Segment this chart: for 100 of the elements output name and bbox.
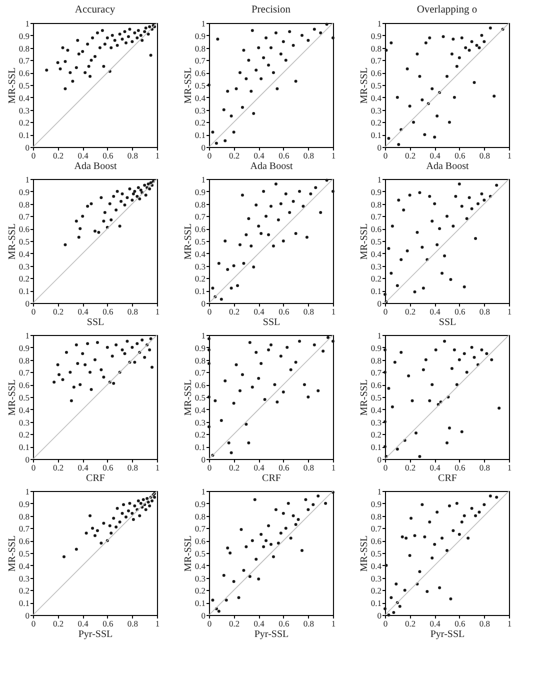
y-tick-label: 0.2 (370, 274, 382, 284)
x-tick-label: 0.8 (479, 462, 490, 472)
y-tick-label: 0.1 (194, 442, 206, 452)
x-tick-label: 0.6 (278, 618, 290, 628)
y-tick-label: 0.2 (194, 118, 206, 128)
y-tick-label: 0.7 (194, 368, 206, 378)
x-tick-label: 0.2 (404, 618, 416, 628)
y-tick-label: 0.7 (194, 524, 206, 534)
y-tick-label: 0.9 (18, 30, 30, 41)
y-tick-label: 0.1 (194, 598, 206, 608)
y-tick-label: 0.3 (194, 573, 206, 584)
y-tick-label: 0.2 (18, 586, 30, 596)
y-tick-label: 0.3 (370, 261, 382, 272)
x-tick-label: 0.6 (454, 462, 466, 472)
y-tick-label: 0.6 (370, 380, 382, 390)
x-tick-label: 1 (155, 618, 160, 628)
y-tick-label: 0.9 (194, 30, 206, 41)
x-tick-label: 1 (331, 618, 336, 628)
x-axis-title: Pyr-SSL (430, 629, 465, 640)
x-tick-label: 1 (507, 150, 512, 160)
x-tick-label: 1 (507, 306, 512, 316)
x-tick-label: 0.8 (127, 618, 138, 628)
y-tick-label: 0.5 (18, 392, 30, 402)
y-tick-label: 1 (377, 18, 382, 28)
x-tick-label: 0.8 (479, 618, 490, 628)
y-axis-title: MR-SSL (358, 67, 370, 104)
x-tick-label: 0.2 (52, 618, 64, 628)
y-tick-label: 0.6 (194, 68, 206, 78)
y-axis-title: MR-SSL (6, 535, 18, 572)
x-tick-label: 0.6 (102, 150, 114, 160)
x-tick-label: 1 (331, 306, 336, 316)
y-axis-title: MR-SSL (182, 379, 194, 416)
x-tick-label: 0.6 (278, 306, 290, 316)
y-tick-label: 0.1 (194, 286, 206, 296)
y-tick-label: 0.7 (18, 212, 30, 222)
y-tick-label: 0.4 (370, 404, 382, 415)
x-tick-label: 0.2 (52, 150, 64, 160)
y-tick-label: 0.6 (370, 224, 382, 234)
y-tick-label: 0.2 (370, 118, 382, 128)
y-tick-label: 0 (201, 610, 206, 620)
y-tick-label: 0.5 (18, 236, 30, 246)
chart-title: Overlapping o (416, 4, 478, 16)
y-tick-label: 0.5 (370, 392, 382, 402)
y-tick-label: 0 (25, 454, 30, 464)
y-tick-label: 0.1 (18, 286, 30, 296)
y-tick-label: 0.8 (370, 199, 382, 210)
y-tick-label: 1 (25, 18, 30, 28)
x-tick-label: 0.6 (454, 618, 466, 628)
y-tick-label: 0.2 (370, 586, 382, 596)
y-tick-label: 0.4 (370, 92, 382, 103)
x-tick-label: 0.6 (454, 150, 466, 160)
x-tick-label: 0.4 (254, 150, 266, 160)
y-tick-label: 0.6 (18, 224, 30, 234)
x-tick-label: 0.2 (228, 462, 240, 472)
y-tick-label: 0.7 (370, 56, 382, 66)
y-tick-label: 0.8 (18, 355, 30, 366)
y-tick-label: 0.6 (18, 380, 30, 390)
y-tick-label: 0.9 (194, 342, 206, 353)
x-tick-label: 0.2 (404, 462, 416, 472)
y-tick-label: 0.4 (370, 248, 382, 259)
y-tick-label: 0.6 (18, 68, 30, 78)
y-tick-label: 0.2 (18, 118, 30, 128)
y-tick-label: 0.1 (370, 598, 382, 608)
y-tick-label: 0.3 (18, 417, 30, 428)
y-tick-label: 0.1 (370, 442, 382, 452)
y-tick-label: 0.2 (194, 430, 206, 440)
y-tick-label: 1 (201, 18, 206, 28)
y-tick-label: 0.7 (370, 212, 382, 222)
y-tick-label: 0.2 (194, 274, 206, 284)
y-tick-label: 0.7 (18, 524, 30, 534)
y-tick-label: 0.9 (370, 186, 382, 197)
x-tick-label: 0.4 (430, 462, 442, 472)
y-tick-label: 0.9 (370, 30, 382, 41)
y-tick-label: 0 (201, 454, 206, 464)
x-tick-label: 0.4 (78, 150, 90, 160)
x-tick-label: 0.8 (127, 462, 138, 472)
y-tick-label: 0.2 (18, 430, 30, 440)
y-tick-label: 0.3 (370, 105, 382, 116)
y-tick-label: 0.7 (18, 56, 30, 66)
x-tick-label: 0.8 (479, 150, 490, 160)
x-tick-label: 0.4 (78, 618, 90, 628)
x-tick-label: 0.2 (52, 306, 64, 316)
y-tick-label: 0.9 (194, 498, 206, 509)
y-tick-label: 0.3 (18, 573, 30, 584)
y-tick-label: 0.6 (194, 536, 206, 546)
y-tick-label: 0.2 (194, 586, 206, 596)
x-tick-label: 0.4 (78, 462, 90, 472)
y-tick-label: 0.5 (18, 548, 30, 558)
x-axis-title: CRF (262, 473, 282, 484)
y-tick-label: 0.7 (194, 212, 206, 222)
x-tick-label: 0.6 (278, 150, 290, 160)
x-axis-title: CRF (438, 473, 458, 484)
x-tick-label: 0.6 (278, 462, 290, 472)
y-tick-label: 0.7 (370, 368, 382, 378)
y-tick-label: 0.6 (18, 536, 30, 546)
y-tick-label: 0.5 (18, 80, 30, 90)
y-tick-label: 0.2 (370, 430, 382, 440)
y-axis-title: MR-SSL (182, 67, 194, 104)
x-axis-title: Ada Boost (426, 161, 469, 172)
y-tick-label: 0.8 (194, 511, 206, 522)
